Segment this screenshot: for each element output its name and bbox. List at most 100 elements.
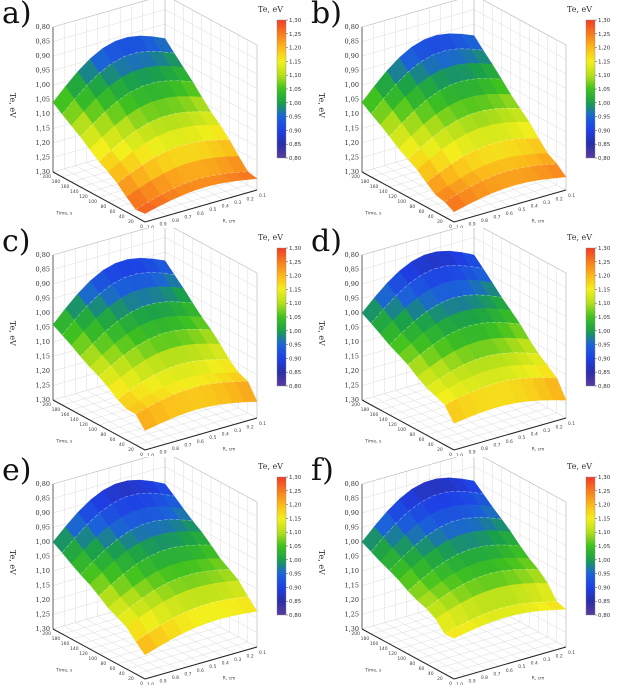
contour-line — [117, 139, 230, 184]
axis-box-edge — [482, 228, 567, 274]
r-tick-label: 0.2 — [556, 425, 563, 431]
z-tick-label: 0,80 — [36, 23, 50, 31]
surface-plot: 0,80 0,85 0,90 0,95 1,00 1,05 1,10 1,15 1,20 1,25… — [8, 228, 302, 456]
colorbar-tick-label: 1,20 — [598, 503, 611, 509]
time-tick-label: 100 — [88, 656, 97, 662]
contour-line — [407, 321, 521, 366]
z-tick-label: 1,10 — [345, 338, 359, 346]
z-tick-label: 1,05 — [36, 553, 50, 561]
time-tick-label: 80 — [409, 661, 415, 667]
grid-line — [361, 237, 475, 270]
surface-cell — [234, 171, 258, 181]
z-tick-label: 1,05 — [36, 324, 50, 332]
r-tick-label: 0.2 — [247, 654, 254, 660]
surface-cell — [544, 377, 567, 401]
time-tick-label: 200 — [351, 402, 360, 408]
chart-panel-d: 0,80 0,85 0,90 0,95 1,00 1,05 1,10 1,15 1,20 1,25… — [309, 224, 618, 456]
z-axis-label: Te, eV — [8, 321, 17, 346]
r-axis-label: R, cm — [532, 675, 545, 681]
r-tick-label: 0.9 — [468, 449, 475, 455]
colorbar-tick-label: 1,20 — [289, 274, 302, 280]
colorbar-tick-label: 0,80 — [289, 384, 302, 390]
z-tick-label: 1,05 — [345, 96, 359, 104]
time-tick-label: 200 — [42, 402, 51, 408]
colorbar — [585, 476, 596, 616]
contour-line — [407, 544, 521, 592]
contour-line — [135, 381, 248, 415]
z-tick-label: 0,90 — [36, 280, 50, 288]
contour-line — [80, 519, 193, 575]
z-tick-label: 0,95 — [36, 524, 50, 532]
grid-line — [126, 407, 239, 441]
time-tick-label: 0 — [140, 452, 143, 456]
time-tick-label: 20 — [437, 219, 443, 225]
colorbar-tick-label: 0,95 — [598, 343, 611, 349]
r-tick-label: 1.0 — [456, 453, 463, 456]
grid-line — [361, 9, 475, 42]
colorbar — [276, 19, 287, 159]
r-tick-label: 0.2 — [556, 654, 563, 660]
z-tick-label: 1,30 — [36, 625, 50, 633]
r-tick-label: 0.6 — [506, 211, 513, 217]
z-tick-label: 0,85 — [36, 38, 50, 46]
colorbar-tick-label: 1,30 — [289, 475, 302, 481]
r-tick-label: 0.3 — [234, 200, 241, 206]
chart-panel-f: 0,80 0,85 0,90 0,95 1,00 1,05 1,10 1,15 1,20 1,25… — [309, 453, 618, 685]
axis-box-edge — [361, 457, 458, 485]
r-tick-label: 1.0 — [147, 453, 154, 456]
r-tick-label: 0.9 — [159, 678, 166, 684]
colorbar-title: Te, eV — [258, 462, 283, 471]
colorbar-title: Te, eV — [567, 233, 592, 242]
r-tick-label: 0.8 — [481, 446, 488, 452]
surface-cell — [235, 381, 258, 403]
time-tick-label: 40 — [119, 214, 125, 220]
colorbar-tick-label: 0,85 — [289, 599, 302, 605]
colorbar-tick-label: 1,10 — [598, 301, 611, 307]
surface-cell — [543, 163, 567, 179]
colorbar — [585, 19, 596, 159]
r-axis-label: R, cm — [532, 218, 545, 224]
colorbar-tick-label: 0,90 — [598, 585, 611, 591]
r-tick-label: 0.7 — [493, 214, 500, 220]
contour-line — [370, 490, 484, 552]
z-tick-label: 1,10 — [36, 110, 50, 118]
time-tick-label: 180 — [52, 407, 61, 413]
z-tick-label: 1,25 — [345, 154, 359, 162]
time-axis-label: Time, s — [55, 211, 73, 217]
grid-line — [435, 636, 548, 670]
colorbar-tick-label: 0,90 — [598, 128, 611, 134]
colorbar-tick-label: 0,90 — [598, 356, 611, 362]
time-tick-label: 20 — [128, 447, 134, 453]
time-tick-label: 20 — [437, 447, 443, 453]
axis-box-edge — [361, 228, 458, 256]
panel-label: e) — [2, 453, 32, 488]
colorbar-tick-label: 1,10 — [289, 301, 302, 307]
z-tick-label: 0,90 — [345, 509, 359, 517]
r-tick-label: 0.1 — [568, 650, 575, 656]
colorbar — [276, 247, 287, 387]
grid-line — [135, 184, 248, 218]
colorbar-tick-label: 1,00 — [598, 558, 611, 564]
colorbar-tick-label: 0,95 — [289, 115, 302, 121]
r-tick-label: 0.3 — [543, 657, 550, 663]
grid-line — [126, 636, 239, 670]
colorbar-tick-label: 1,05 — [289, 544, 302, 550]
z-tick-label: 1,20 — [36, 139, 50, 147]
time-axis-line — [361, 628, 455, 680]
time-tick-label: 140 — [379, 189, 388, 195]
z-tick-label: 1,00 — [345, 81, 359, 89]
axis-box-edge — [482, 457, 567, 503]
colorbar-tick-label: 0,95 — [598, 115, 611, 121]
time-axis-label: Time, s — [55, 439, 73, 445]
time-tick-label: 160 — [61, 641, 70, 647]
z-tick-label: 1,00 — [36, 81, 50, 89]
colorbar-tick-label: 1,15 — [289, 287, 302, 293]
panel-label: f) — [311, 453, 334, 488]
chart-panel-a: 0,80 0,85 0,90 0,95 1,00 1,05 1,10 1,15 1,20 1,25… — [0, 0, 309, 228]
r-tick-label: 0.7 — [184, 442, 191, 448]
panel-label: d) — [311, 224, 342, 259]
r-tick-label: 0.7 — [493, 442, 500, 448]
colorbar-tick-label: 1,25 — [289, 489, 302, 495]
r-tick-label: 0.4 — [222, 432, 229, 438]
time-tick-label: 160 — [370, 184, 379, 190]
